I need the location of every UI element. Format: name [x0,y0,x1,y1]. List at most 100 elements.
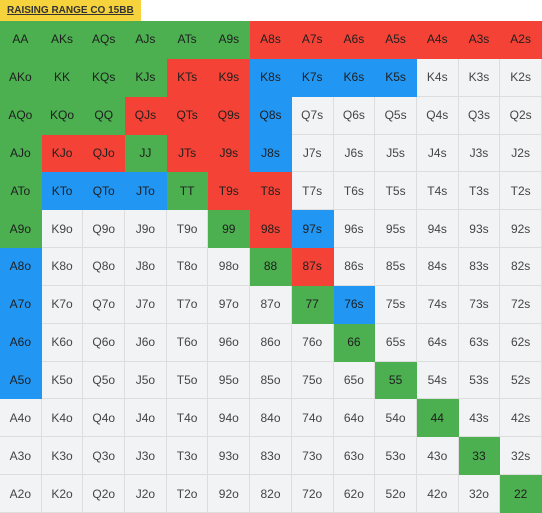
hand-cell[interactable]: QTo [83,172,126,211]
hand-cell[interactable]: T5o [166,361,209,400]
hand-cell[interactable]: K7o [41,285,84,324]
hand-cell[interactable]: 86s [333,248,376,286]
hand-cell[interactable]: Q4s [416,96,459,135]
hand-cell[interactable]: AA [0,21,42,59]
hand-cell[interactable]: T4o [166,399,209,438]
hand-cell[interactable]: AKo [0,58,42,97]
hand-cell[interactable]: 42s [500,399,542,438]
hand-cell[interactable]: 63s [458,323,501,362]
hand-cell[interactable]: 65s [375,323,417,362]
hand-cell[interactable]: K6o [41,323,84,362]
hand-cell[interactable]: 22 [500,475,542,513]
hand-cell[interactable]: K5s [375,58,417,97]
hand-cell[interactable]: 97o [208,285,251,324]
hand-cell[interactable]: KTs [166,58,209,97]
hand-cell[interactable]: A5o [0,361,42,400]
hand-cell[interactable]: J4s [416,134,459,173]
hand-cell[interactable]: AJs [125,21,167,59]
hand-cell[interactable]: 32s [500,437,542,476]
hand-cell[interactable]: 76s [333,285,376,324]
hand-cell[interactable]: Q8s [250,96,292,135]
hand-cell[interactable]: T8s [250,172,292,211]
hand-cell[interactable]: KK [41,58,84,97]
hand-cell[interactable]: T4s [416,172,459,211]
hand-cell[interactable]: T8o [166,248,209,286]
hand-cell[interactable]: AQo [0,96,42,135]
hand-cell[interactable]: 42o [416,475,459,513]
hand-cell[interactable]: QJs [125,96,167,135]
hand-cell[interactable]: QQ [83,96,126,135]
hand-cell[interactable]: 95s [375,210,417,249]
hand-cell[interactable]: J9o [125,210,167,249]
hand-cell[interactable]: 74s [416,285,459,324]
hand-cell[interactable]: A9s [208,21,251,59]
hand-cell[interactable]: 97s [291,210,334,249]
hand-cell[interactable]: ATo [0,172,42,211]
hand-cell[interactable]: JTs [166,134,209,173]
hand-cell[interactable]: 52o [375,475,417,513]
hand-cell[interactable]: K8s [250,58,292,97]
hand-cell[interactable]: T5s [375,172,417,211]
hand-cell[interactable]: 94o [208,399,251,438]
hand-cell[interactable]: 73o [291,437,334,476]
hand-cell[interactable]: Q7o [83,285,126,324]
hand-cell[interactable]: K9s [208,58,251,97]
hand-cell[interactable]: 75s [375,285,417,324]
hand-cell[interactable]: JTo [125,172,167,211]
hand-cell[interactable]: T3o [166,437,209,476]
hand-cell[interactable]: K3o [41,437,84,476]
hand-cell[interactable]: J5o [125,361,167,400]
hand-cell[interactable]: JJ [125,134,167,173]
hand-cell[interactable]: Q9o [83,210,126,249]
hand-cell[interactable]: A4s [416,21,459,59]
hand-cell[interactable]: A3o [0,437,42,476]
hand-cell[interactable]: J3o [125,437,167,476]
hand-cell[interactable]: 85o [250,361,292,400]
hand-cell[interactable]: 84s [416,248,459,286]
hand-cell[interactable]: 92s [500,210,542,249]
hand-cell[interactable]: 96o [208,323,251,362]
hand-cell[interactable]: 72s [500,285,542,324]
hand-cell[interactable]: A3s [458,21,501,59]
hand-cell[interactable]: A6o [0,323,42,362]
hand-cell[interactable]: Q2o [83,475,126,513]
hand-cell[interactable]: T9s [208,172,251,211]
hand-cell[interactable]: 99 [208,210,251,249]
hand-cell[interactable]: KQo [41,96,84,135]
hand-cell[interactable]: K2s [500,58,542,97]
hand-cell[interactable]: 93o [208,437,251,476]
hand-cell[interactable]: 43o [416,437,459,476]
hand-cell[interactable]: J8s [250,134,292,173]
hand-cell[interactable]: K2o [41,475,84,513]
hand-cell[interactable]: 53o [375,437,417,476]
hand-cell[interactable]: 96s [333,210,376,249]
hand-cell[interactable]: 32o [458,475,501,513]
hand-cell[interactable]: Q6o [83,323,126,362]
hand-cell[interactable]: T7o [166,285,209,324]
hand-cell[interactable]: Q5s [375,96,417,135]
hand-cell[interactable]: 62o [333,475,376,513]
hand-cell[interactable]: 87o [250,285,292,324]
hand-cell[interactable]: 66 [333,323,376,362]
hand-cell[interactable]: K4o [41,399,84,438]
hand-cell[interactable]: T6o [166,323,209,362]
hand-cell[interactable]: 55 [375,361,417,400]
hand-cell[interactable]: Q5o [83,361,126,400]
hand-cell[interactable]: TT [166,172,209,211]
hand-cell[interactable]: T9o [166,210,209,249]
hand-cell[interactable]: A2s [500,21,542,59]
hand-cell[interactable]: T3s [458,172,501,211]
hand-cell[interactable]: A4o [0,399,42,438]
hand-cell[interactable]: Q6s [333,96,376,135]
hand-cell[interactable]: 98o [208,248,251,286]
hand-cell[interactable]: J6o [125,323,167,362]
hand-cell[interactable]: Q4o [83,399,126,438]
hand-cell[interactable]: Q8o [83,248,126,286]
hand-cell[interactable]: ATs [166,21,209,59]
hand-cell[interactable]: K9o [41,210,84,249]
hand-cell[interactable]: 77 [291,285,334,324]
hand-cell[interactable]: 83o [250,437,292,476]
hand-cell[interactable]: 92o [208,475,251,513]
hand-cell[interactable]: 93s [458,210,501,249]
hand-cell[interactable]: J2o [125,475,167,513]
